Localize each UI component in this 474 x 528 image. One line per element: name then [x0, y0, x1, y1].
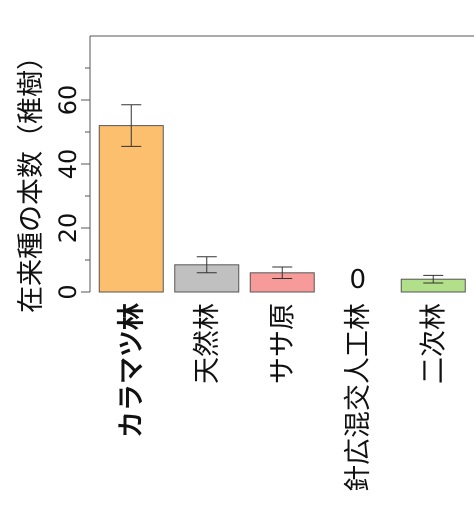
x-tick-label: カラマツ林	[116, 303, 147, 438]
y-tick-label: 20	[54, 213, 82, 244]
y-tick-label: 40	[54, 149, 82, 180]
x-tick-label: ササ原	[267, 303, 298, 384]
y-axis-label: 在来種の本数（稚樹）	[16, 43, 47, 313]
data-label: 0	[349, 265, 366, 295]
y-axis: 0 20 40 60	[54, 35, 474, 300]
bar	[98, 125, 164, 293]
bars: 0	[98, 104, 466, 295]
y-tick-label: 0	[54, 284, 82, 299]
x-tick-label: 二次林	[418, 303, 449, 384]
x-tick-label: 天然林	[192, 303, 223, 384]
x-axis-labels: カラマツ林 天然林 ササ原 針広混交人工林 二次林	[116, 303, 449, 492]
y-tick-label: 60	[54, 85, 82, 116]
x-tick-label: 針広混交人工林	[343, 303, 374, 492]
